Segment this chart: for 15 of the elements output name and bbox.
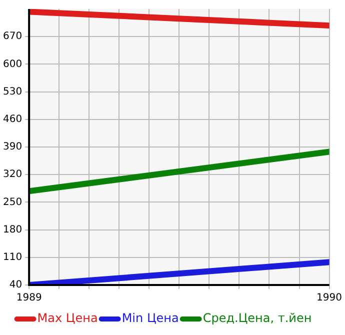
y-tick-label: 320 xyxy=(2,169,22,180)
x-tick-label: 1989 xyxy=(16,292,42,304)
y-tick-label: 390 xyxy=(2,142,22,153)
legend-label: Max Цена xyxy=(37,311,98,326)
y-tick-label: 110 xyxy=(2,252,22,263)
legend-label: Сред.Цена, т.йен xyxy=(202,311,312,326)
y-tick-label: 40 xyxy=(9,280,22,291)
y-tick-label: 600 xyxy=(2,58,22,70)
y-tick-label: 530 xyxy=(2,86,22,98)
y-tick-label: 460 xyxy=(2,114,22,125)
x-tick-label: 1990 xyxy=(316,292,342,304)
y-tick-label: 670 xyxy=(2,31,22,42)
y-tick-label: 180 xyxy=(2,224,22,236)
legend-label: Min Цена xyxy=(122,311,179,326)
y-tick-label: 250 xyxy=(2,196,22,208)
